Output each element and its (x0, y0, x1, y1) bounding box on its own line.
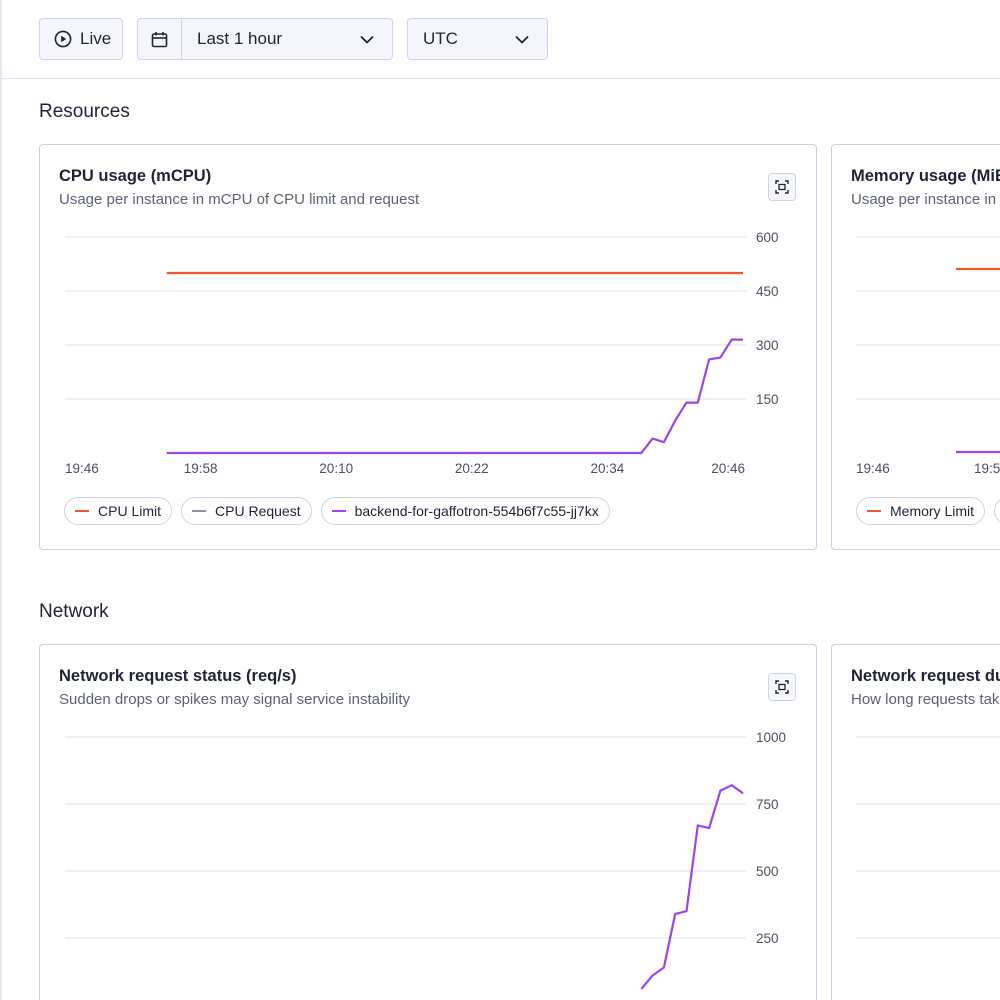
card-subtitle: Sudden drops or spikes may signal servic… (59, 691, 410, 708)
time-range-label: Last 1 hour (197, 29, 283, 48)
play-circle-icon (54, 30, 72, 48)
card-title: CPU usage (mCPU) (59, 167, 212, 185)
live-label: Live (80, 29, 112, 48)
chevron-down-icon (360, 35, 374, 44)
x-tick-label: 19:46 (65, 461, 99, 476)
live-button[interactable]: Live (39, 18, 123, 60)
network-status-chart: 250 500 750 1000 (65, 730, 786, 990)
card-title: Memory usage (MiB) (851, 167, 1000, 185)
x-tick-label: 19:58 (974, 461, 1000, 476)
y-tick-label: 1000 (756, 730, 786, 745)
x-tick-label: 19:58 (184, 461, 218, 476)
time-range-select[interactable]: Last 1 hour (137, 18, 393, 60)
legend-item-memory-limit[interactable]: Memory Limit (856, 497, 986, 525)
y-tick-label: 500 (756, 864, 779, 879)
legend-label: CPU Limit (98, 503, 162, 519)
cpu-chart: 150 300 450 600 19:46 19:58 20:10 20:22 20:34 20:… (65, 230, 779, 476)
fullscreen-icon (775, 680, 789, 694)
legend-label: CPU Request (215, 503, 301, 519)
calendar-icon-cell (138, 19, 182, 59)
x-tick-label: 20:34 (591, 461, 625, 476)
x-tick-label: 20:10 (319, 461, 353, 476)
legend-swatch (192, 510, 207, 512)
y-tick-label: 150 (756, 392, 779, 407)
calendar-icon (151, 31, 168, 47)
legend-label: Memory Limit (890, 503, 975, 519)
cpu-usage-card: CPU usage (mCPU) Usage per instance in m… (39, 144, 817, 550)
toolbar: Live Last 1 hour UTC (0, 0, 1000, 79)
expand-chart-button[interactable] (768, 673, 796, 701)
card-title: Network request duration (851, 667, 1000, 685)
memory-chart: 19:46 19:58 (856, 236, 1000, 476)
cpu-legend: CPU Limit CPU Request backend-for-gaffot… (64, 497, 610, 525)
section-title-resources: Resources (39, 101, 130, 122)
card-subtitle: Usage per instance in mCPU of CPU limit … (59, 191, 420, 208)
legend-item-instance[interactable]: backend-for-gaffotron-554b6f7c55-jj7kx (320, 497, 610, 525)
timezone-select[interactable]: UTC (407, 18, 548, 60)
left-edge (0, 0, 2, 1000)
y-tick-label: 300 (756, 338, 779, 353)
legend-item-cpu-request[interactable]: CPU Request (181, 497, 312, 525)
chevron-down-icon (515, 35, 529, 44)
y-tick-label: 600 (756, 230, 779, 245)
series-line-backend-for-gaffotron-554b6f7c55-jj7kx (166, 338, 743, 455)
x-tick-label: 19:46 (856, 461, 890, 476)
legend-swatch (867, 510, 881, 512)
legend-item-memory-request[interactable] (994, 497, 1000, 525)
y-tick-label: 250 (756, 931, 779, 946)
timezone-label: UTC (423, 29, 458, 48)
expand-chart-button[interactable] (768, 173, 796, 201)
memory-usage-card: Memory usage (MiB) Usage per instance in… (831, 144, 1000, 550)
card-subtitle: How long requests take (851, 691, 1000, 708)
network-duration-card: Network request duration How long reques… (831, 644, 1000, 1000)
section-title-network: Network (39, 601, 109, 622)
x-tick-label: 20:46 (711, 461, 745, 476)
card-subtitle: Usage per instance in (851, 191, 997, 208)
legend-swatch (331, 510, 346, 512)
card-title: Network request status (req/s) (59, 667, 297, 685)
fullscreen-icon (775, 180, 789, 194)
legend-item-cpu-limit[interactable]: CPU Limit (64, 497, 173, 525)
legend-label: backend-for-gaffotron-554b6f7c55-jj7kx (354, 503, 599, 519)
y-tick-label: 750 (756, 797, 779, 812)
network-duration-chart (856, 736, 1000, 939)
series-line-series-0 (640, 784, 744, 990)
memory-legend: Memory Limit (856, 497, 1000, 525)
y-tick-label: 450 (756, 284, 779, 299)
x-tick-label: 20:22 (455, 461, 489, 476)
legend-swatch (75, 510, 89, 512)
network-status-card: Network request status (req/s) Sudden dr… (39, 644, 817, 1000)
